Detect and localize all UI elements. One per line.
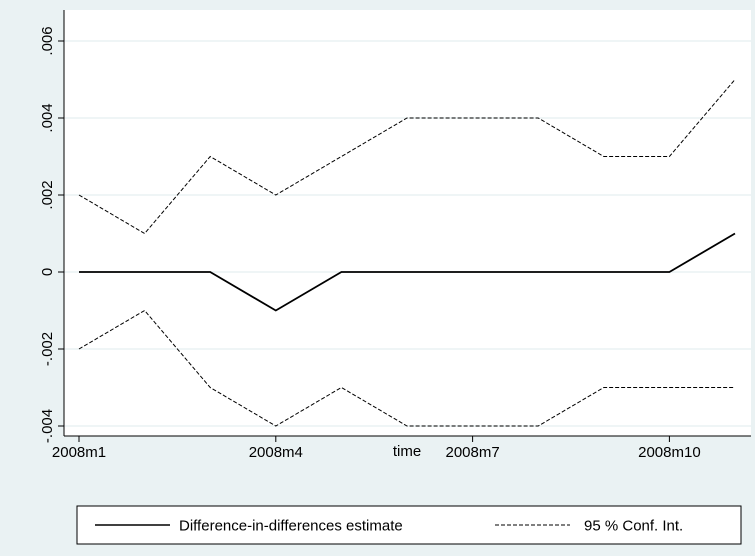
- y-tick-label: .002: [39, 180, 56, 209]
- axes: [63, 10, 751, 437]
- plot-area: [64, 10, 751, 436]
- series-line-estimate: [79, 232, 736, 312]
- x-tick-label: 2008m4: [249, 444, 303, 461]
- y-ticks: -.004 -.002 0 .002 .004 .006: [39, 26, 64, 443]
- x-axis-title: time: [393, 443, 421, 460]
- x-tick-label: 2008m1: [52, 444, 106, 461]
- y-tick-label: -.004: [39, 409, 56, 443]
- y-tick-label: 0: [39, 268, 56, 276]
- x-ticks: 2008m1 2008m4 2008m7 2008m10: [52, 436, 701, 461]
- y-tick-label: -.002: [39, 332, 56, 366]
- y-tick-label: .006: [39, 26, 56, 55]
- legend-box: [76, 505, 742, 545]
- legend-label-estimate: Difference-in-differences estimate: [179, 518, 403, 535]
- x-tick-label: 2008m10: [638, 444, 701, 461]
- y-tick-label: .004: [39, 103, 56, 132]
- legend: Difference-in-differences estimate 95 % …: [76, 505, 742, 545]
- series-line-ci-lower: [78, 309, 735, 427]
- series: [78, 79, 736, 427]
- legend-label-confidence-interval: 95 % Conf. Int.: [584, 518, 683, 535]
- x-tick-label: 2008m7: [445, 444, 499, 461]
- series-line-ci-upper: [78, 79, 736, 235]
